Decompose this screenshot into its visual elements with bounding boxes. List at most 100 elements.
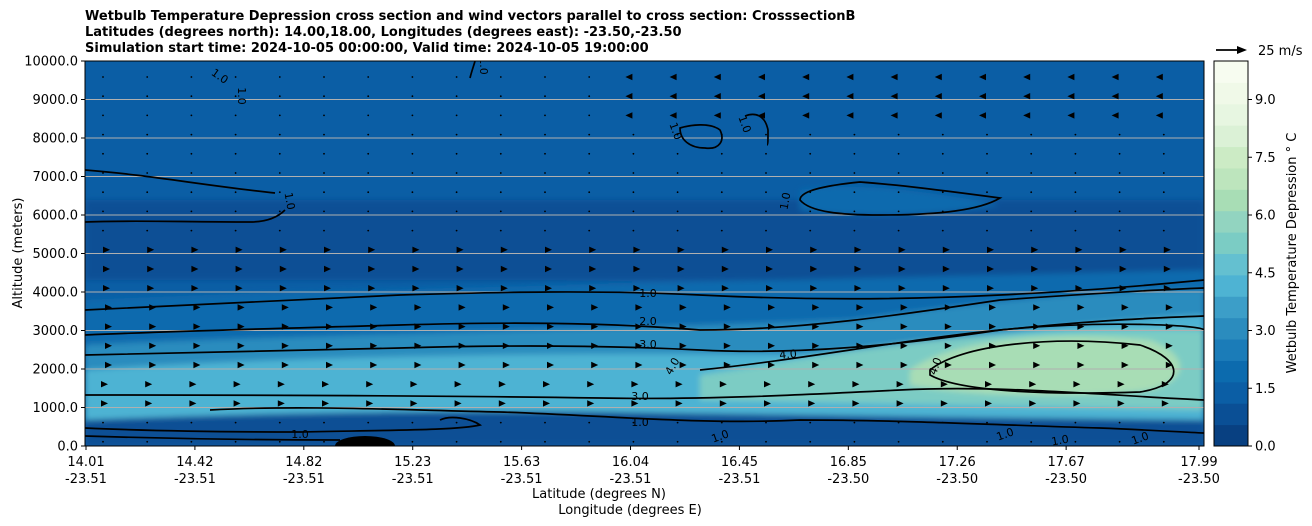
wind-vector bbox=[1163, 246, 1171, 253]
wind-vector bbox=[543, 381, 550, 388]
wind-vector bbox=[193, 361, 201, 369]
wind-vector bbox=[146, 191, 149, 194]
contour-label: 1.0 bbox=[282, 191, 298, 210]
wind-vector bbox=[191, 265, 199, 273]
wind-vector bbox=[1030, 210, 1033, 213]
chart-title: Wetbulb Temperature Depression cross sec… bbox=[85, 9, 855, 57]
wind-vector bbox=[853, 421, 856, 424]
wind-vector bbox=[101, 400, 108, 407]
wind-vector bbox=[279, 246, 287, 253]
wind-vector bbox=[544, 114, 546, 117]
wind-vector bbox=[234, 210, 237, 213]
wind-vector bbox=[720, 191, 723, 194]
colorbar-tick-label: 3.0 bbox=[1255, 324, 1276, 339]
wind-vector bbox=[411, 114, 414, 117]
colorbar-tick-label: 4.5 bbox=[1255, 266, 1276, 281]
wind-vector bbox=[846, 73, 854, 81]
wind-vector bbox=[633, 246, 641, 253]
wind-vector bbox=[589, 246, 597, 253]
wind-vector bbox=[890, 112, 898, 119]
wind-vector bbox=[279, 265, 287, 273]
wind-vector bbox=[1162, 172, 1165, 174]
wind-vector bbox=[631, 381, 639, 388]
wind-vector bbox=[458, 323, 466, 330]
wind-vector bbox=[146, 76, 149, 78]
x-tick-label-lon: -23.51 bbox=[392, 472, 434, 487]
wind-vector bbox=[766, 265, 773, 273]
wind-vector bbox=[853, 191, 856, 194]
wind-vector bbox=[367, 172, 370, 174]
upper-dry-band bbox=[85, 200, 1204, 280]
wind-vector bbox=[323, 191, 325, 194]
wind-vector bbox=[414, 323, 422, 330]
wind-vector bbox=[234, 152, 237, 155]
wind-vector bbox=[101, 381, 108, 388]
wind-vector bbox=[105, 342, 112, 349]
wind-vector bbox=[367, 133, 370, 136]
wind-vector bbox=[720, 440, 723, 443]
wind-vector bbox=[942, 265, 950, 273]
wind-vector bbox=[146, 210, 149, 213]
wind-vector bbox=[498, 381, 506, 388]
wind-vector bbox=[1030, 133, 1033, 136]
wind-vector bbox=[720, 133, 723, 136]
wind-vector bbox=[1118, 440, 1121, 443]
x-axis-label-lat: Latitude (degrees N) bbox=[532, 487, 666, 502]
x-tick-label-lat: 16.45 bbox=[721, 455, 758, 470]
wind-vector bbox=[809, 440, 812, 443]
contour-3-lower bbox=[85, 387, 1204, 401]
contour-label: 1.0 bbox=[735, 114, 753, 135]
wind-vector bbox=[940, 400, 948, 407]
wind-vector bbox=[679, 361, 687, 369]
wind-vector bbox=[234, 440, 237, 443]
wind-vector bbox=[941, 440, 944, 443]
wind-vector bbox=[635, 342, 643, 349]
wind-vector bbox=[1111, 112, 1119, 119]
wind-vector bbox=[234, 76, 237, 78]
x-tick-label-lat: 14.82 bbox=[285, 455, 322, 470]
wind-vector bbox=[766, 246, 773, 253]
contour-label: 1.0 bbox=[666, 121, 684, 142]
wind-vector bbox=[367, 210, 370, 213]
wind-vector bbox=[589, 265, 597, 273]
wind-vector bbox=[147, 285, 155, 292]
contour-1-band bbox=[85, 279, 1204, 311]
wind-vector bbox=[986, 172, 988, 174]
wind-vector bbox=[852, 400, 860, 407]
wind-vector bbox=[146, 421, 149, 424]
colorbar-segment bbox=[1214, 274, 1248, 297]
wind-vector bbox=[146, 114, 149, 117]
wind-vector bbox=[768, 323, 775, 330]
wind-vector bbox=[587, 400, 595, 407]
wind-vector bbox=[1031, 285, 1039, 292]
wind-vector bbox=[986, 152, 988, 155]
wind-vector bbox=[934, 93, 942, 100]
wind-vector bbox=[411, 172, 414, 174]
wind-vector bbox=[897, 172, 900, 174]
wind-vector bbox=[190, 191, 193, 194]
wind-vector bbox=[676, 152, 679, 155]
wind-vector bbox=[986, 191, 988, 194]
wind-vector bbox=[278, 76, 281, 78]
wind-vector bbox=[191, 246, 199, 253]
wind-vector bbox=[105, 361, 112, 369]
wind-vector bbox=[149, 304, 157, 311]
wind-vector bbox=[720, 421, 723, 424]
wind-vector bbox=[1162, 440, 1165, 443]
wind-vector bbox=[676, 210, 679, 213]
wind-vector bbox=[547, 323, 554, 330]
y-tick-label: 7000.0 bbox=[33, 170, 79, 185]
wind-vector bbox=[367, 191, 370, 194]
wind-vector bbox=[190, 133, 193, 136]
x-tick-label-lat: 17.26 bbox=[939, 455, 976, 470]
wind-vector bbox=[635, 323, 643, 330]
contour-label: 1.0 bbox=[235, 87, 248, 105]
wind-vector bbox=[944, 304, 952, 311]
wind-vector bbox=[890, 93, 898, 100]
wind-vector bbox=[588, 229, 591, 232]
wind-vector bbox=[1074, 191, 1077, 194]
wind-vector bbox=[323, 133, 325, 136]
wind-vector bbox=[1077, 342, 1085, 349]
wind-vector bbox=[455, 133, 458, 136]
wind-vector bbox=[986, 133, 988, 136]
